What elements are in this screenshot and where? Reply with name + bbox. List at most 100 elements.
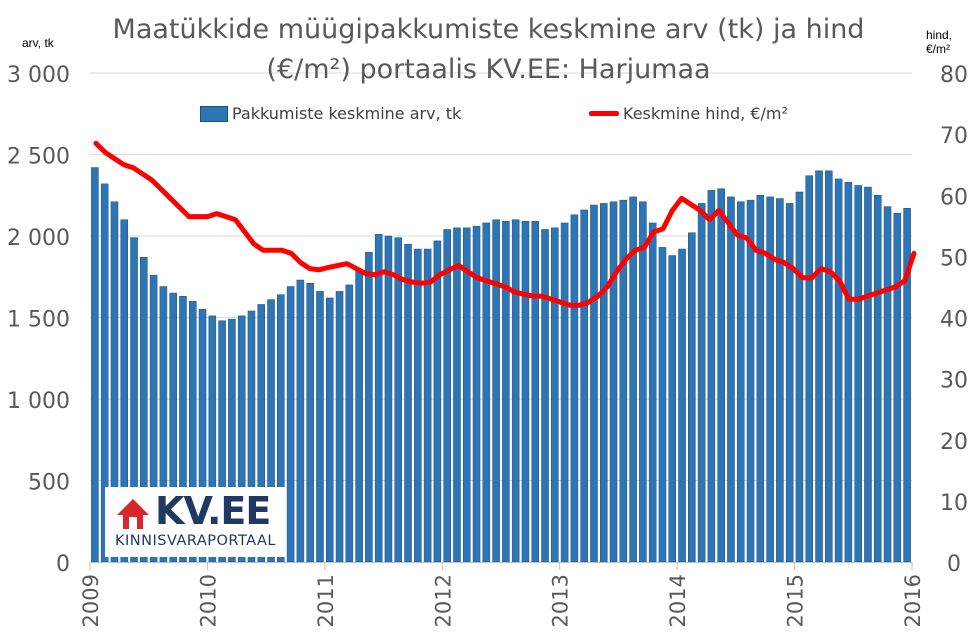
bar (815, 170, 823, 563)
bar (658, 247, 667, 563)
right-axis-unit-line2: €/m² (926, 42, 950, 56)
bar (365, 252, 373, 563)
bar (482, 222, 491, 563)
left-axis-unit: arv, tk (22, 36, 54, 50)
bar (394, 237, 403, 563)
bar (639, 201, 647, 563)
x-tick-label: 2009 (79, 574, 103, 627)
bar (345, 284, 354, 563)
left-tick-label: 500 (28, 471, 70, 496)
right-tick-label: 0 (947, 552, 961, 577)
bar (795, 191, 804, 563)
x-tick-label: 2011 (314, 574, 338, 627)
bar (433, 240, 442, 563)
bar (776, 198, 784, 563)
right-tick-label: 50 (940, 246, 968, 271)
bar (727, 196, 735, 563)
bar (893, 212, 902, 563)
right-tick-label: 60 (940, 185, 968, 210)
bar (688, 232, 696, 563)
bar (648, 222, 657, 563)
bar (286, 286, 295, 563)
right-tick-label: 70 (940, 124, 968, 149)
bar (443, 229, 451, 563)
bar (619, 199, 628, 563)
bar (785, 203, 794, 563)
legend-line-swatch (589, 111, 619, 116)
bar (746, 199, 755, 563)
x-tick-label: 2015 (784, 574, 808, 627)
x-tick-label: 2012 (431, 574, 455, 627)
bar (492, 219, 500, 563)
kvee-logo: KV.EE KINNISVARAPORTAAL (105, 487, 285, 557)
left-tick-label: 2 000 (7, 226, 70, 251)
bar (717, 188, 725, 563)
x-axis-labels: 2009 2010 2011 2012 2013 2014 2015 2016 (79, 574, 925, 627)
x-tick-marks (89, 562, 913, 570)
bar (404, 243, 412, 563)
bar (570, 214, 579, 563)
gridlines (90, 72, 912, 481)
right-tick-label: 40 (940, 308, 968, 333)
legend-item-line: Keskmine hind, €/m² (589, 104, 788, 123)
bar (825, 170, 833, 563)
right-axis-labels: 0 10 20 30 40 50 60 70 80 (940, 63, 968, 577)
bar (805, 175, 814, 563)
right-axis-unit-line1: hind, (926, 28, 953, 42)
bar (462, 227, 471, 563)
left-axis-labels: 0 500 1 000 1 500 2 000 2 500 3 000 (7, 63, 70, 577)
left-tick-label: 2 500 (7, 145, 70, 170)
bar (511, 219, 520, 563)
bar (599, 203, 608, 563)
bar (834, 178, 843, 563)
left-tick-label: 1 500 (7, 308, 70, 333)
bar (873, 195, 882, 563)
bar (374, 234, 383, 563)
bar (736, 201, 745, 563)
x-tick-label: 2014 (666, 574, 690, 627)
bar (864, 186, 872, 563)
bar (854, 185, 862, 563)
left-tick-label: 0 (56, 552, 70, 577)
bar (580, 209, 588, 563)
bar (414, 248, 422, 563)
bar (678, 248, 686, 563)
left-tick-label: 3 000 (7, 63, 70, 88)
right-tick-label: 20 (940, 430, 968, 455)
bar (316, 291, 324, 563)
bar (306, 283, 314, 563)
right-tick-label: 10 (940, 491, 968, 516)
bar-series (91, 167, 911, 563)
bar (560, 222, 569, 563)
legend-item-bars: Pakkumiste keskmine arv, tk (200, 104, 461, 123)
x-tick-label: 2013 (549, 574, 573, 627)
chart-title-line1: Maatükkide müügipakkumiste keskmine arv … (112, 14, 865, 45)
bar (883, 206, 892, 563)
logo-brand: KV.EE (155, 489, 271, 533)
bar (355, 269, 363, 563)
bar (668, 255, 677, 563)
bar (609, 201, 618, 563)
legend-bar-swatch (200, 105, 228, 122)
bar (844, 181, 853, 563)
bar (531, 221, 540, 563)
bar (453, 227, 461, 563)
bar (384, 235, 393, 563)
bar (335, 291, 344, 563)
legend-line-label: Keskmine hind, €/m² (623, 104, 788, 123)
bar (91, 167, 99, 563)
bar (521, 221, 530, 563)
left-tick-label: 1 000 (7, 389, 70, 414)
x-tick-label: 2010 (196, 574, 220, 627)
chart-title-line2: (€/m²) portaalis KV.EE: Harjumaa (266, 54, 711, 85)
bar (325, 297, 334, 563)
legend-bar-label: Pakkumiste keskmine arv, tk (232, 104, 462, 123)
bar (541, 229, 549, 563)
bar (707, 190, 716, 563)
right-tick-label: 80 (940, 63, 968, 88)
bar (551, 227, 559, 563)
bar (423, 248, 432, 563)
bar (296, 279, 305, 563)
right-tick-label: 30 (940, 369, 968, 394)
